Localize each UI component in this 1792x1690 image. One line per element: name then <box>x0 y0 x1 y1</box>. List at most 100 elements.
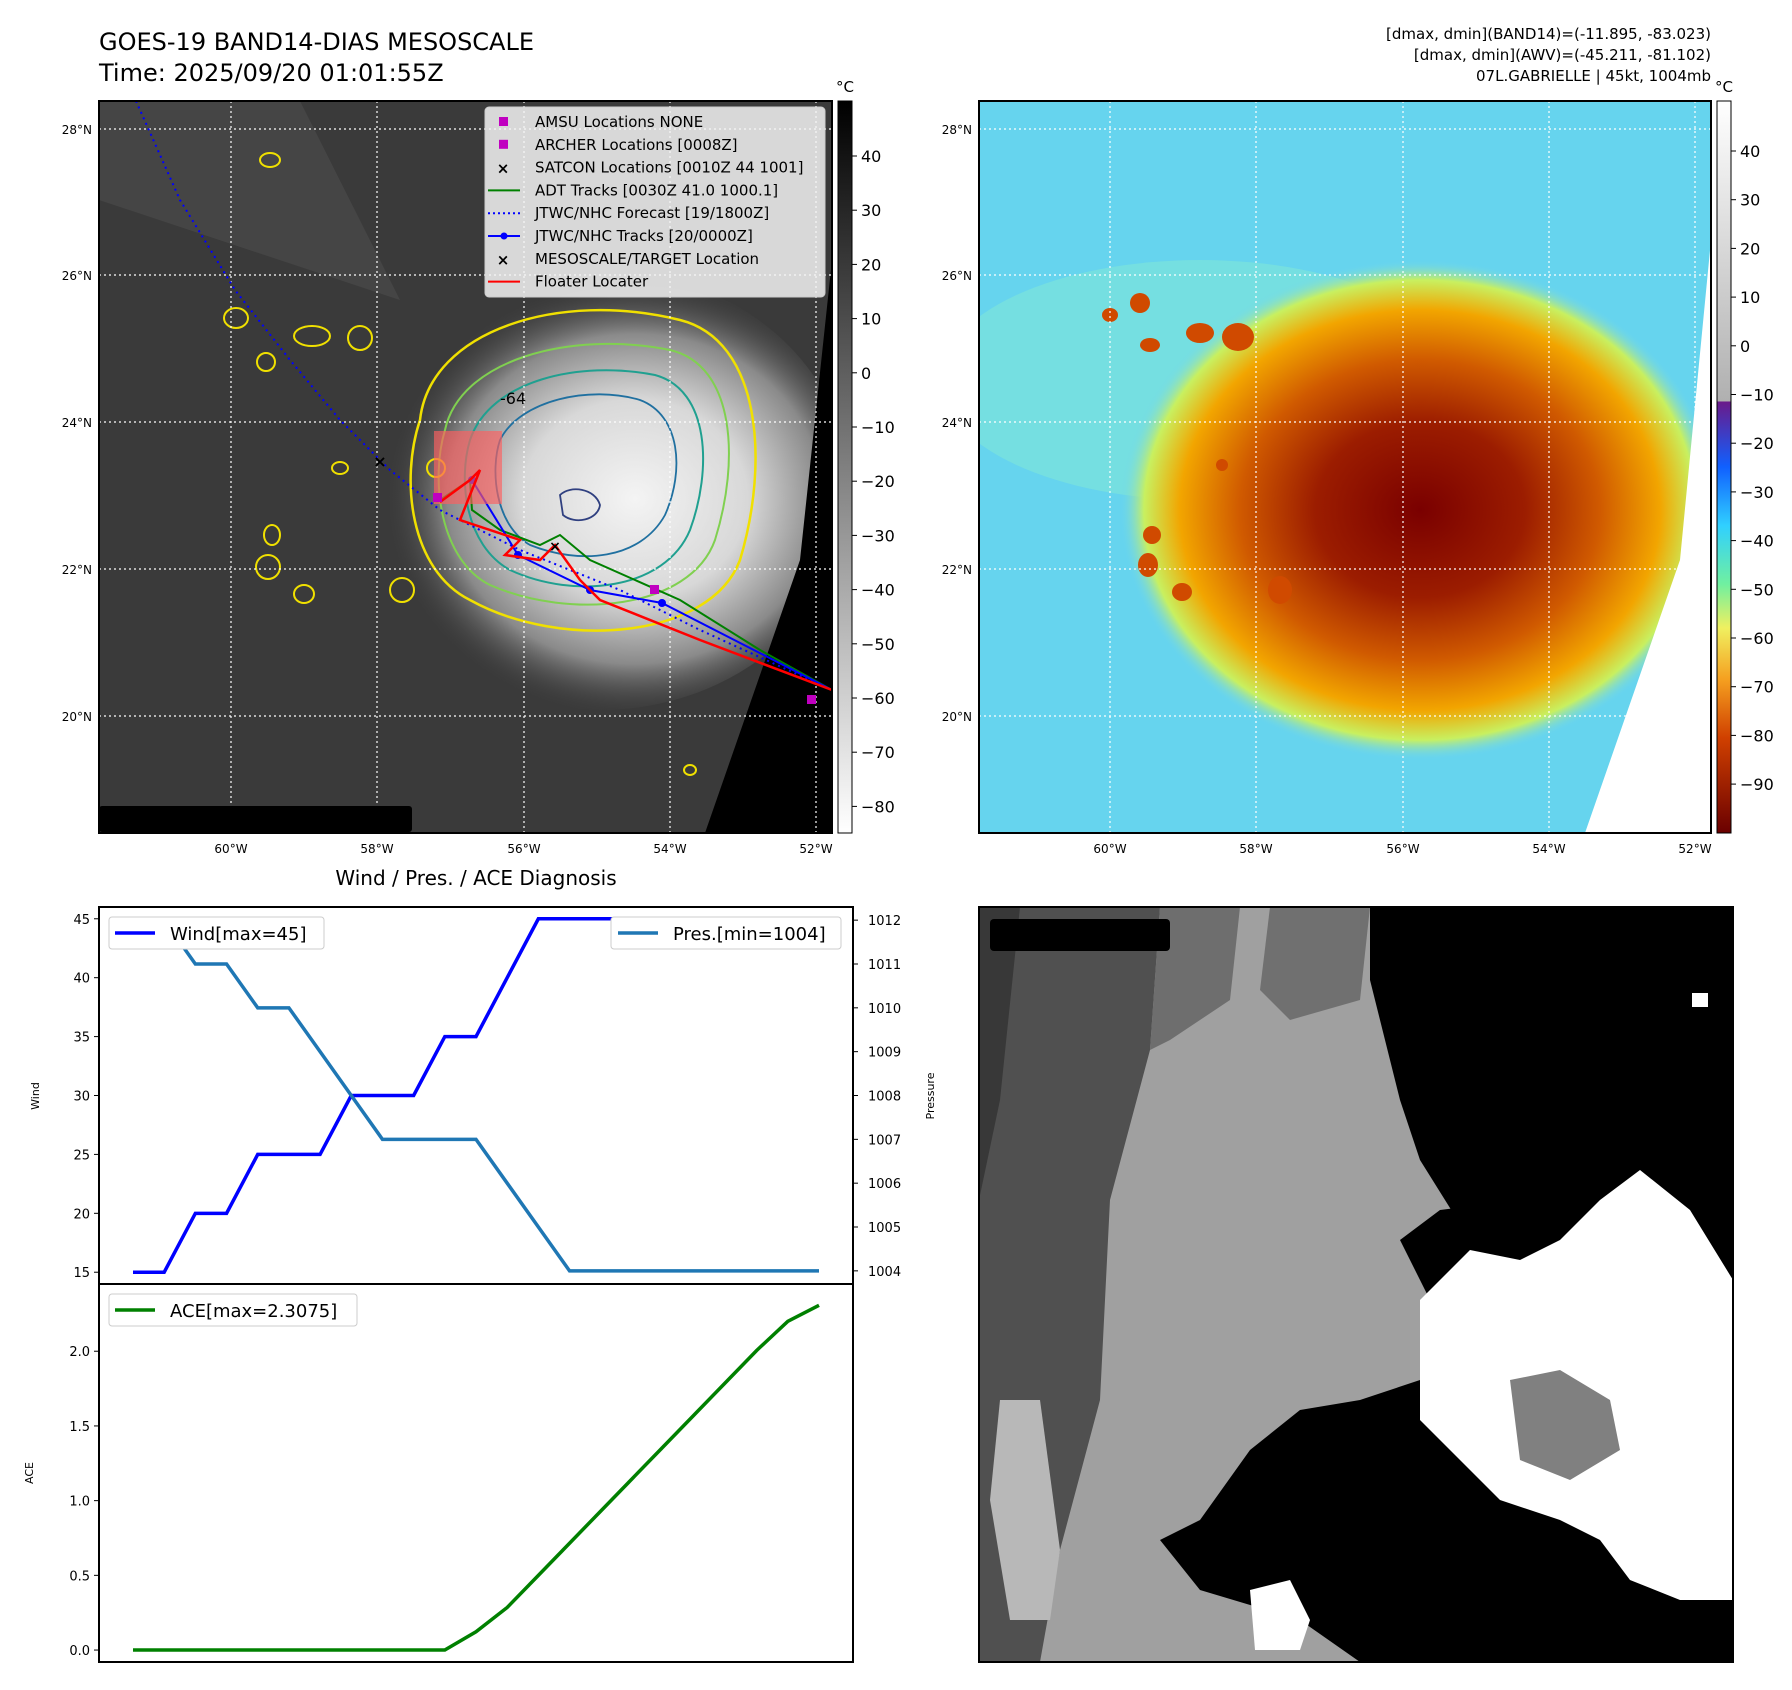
colorbar-color-tick-label: −10 <box>1740 386 1774 405</box>
map1-lon-label: 56°W <box>507 842 540 856</box>
colorbar-gray-tick-label: 20 <box>861 255 881 274</box>
contour-green <box>437 343 730 606</box>
legend-item: × SATCON Locations [0010Z 44 1001] <box>497 159 804 178</box>
map2-lon-label: 54°W <box>1532 842 1565 856</box>
map1-frame <box>98 100 833 834</box>
wmg-frame <box>978 906 1734 1663</box>
pressure-legend-box <box>610 916 842 950</box>
colorbar-color-tick-label: −70 <box>1740 678 1774 697</box>
wmg-count-box <box>990 919 1170 951</box>
pressure-ytick-label: 1004 <box>868 1265 901 1280</box>
band14-minmax: [dmax, dmin](BAND14)=(-11.895, -83.023) <box>1386 25 1711 43</box>
pressure-ytick-label: 1006 <box>868 1177 901 1192</box>
ace-legend-box <box>108 1293 358 1327</box>
map2-lon-label: 58°W <box>1239 842 1272 856</box>
wind-ytick-label: 35 <box>73 1031 90 1046</box>
map2-lat-label: 26°N <box>942 269 972 283</box>
pressure-legend-label: Pres.[min=1004] <box>673 924 826 945</box>
pressure-ytick-label: 1008 <box>868 1090 901 1105</box>
legend-label: JTWC/NHC Forecast [19/1800Z] <box>534 204 769 222</box>
chart-marks: 45 40 35 30 25 20 15 1012 1011 1010 1009 1008 1007 10… <box>69 913 901 1659</box>
small-cells <box>223 152 697 776</box>
legend-item: JTWC/NHC Tracks [20/0000Z] <box>488 227 753 245</box>
colorbar-gray-tick-label: −80 <box>861 797 895 816</box>
map2-lat-label: 22°N <box>942 563 972 577</box>
colorbar-gray-tick-label: −30 <box>861 526 895 545</box>
colorbar-gray-tick-label: 10 <box>861 310 881 329</box>
wind-axis-label: Wind <box>29 1082 42 1110</box>
wind-legend-label: Wind[max=45] <box>170 924 307 945</box>
ace-series-line <box>133 1303 820 1652</box>
diagnosis-title: Wind / Pres. / ACE Diagnosis <box>335 866 616 890</box>
colorbar-gray-tick-label: −70 <box>861 743 895 762</box>
colorbar-color-tick-label: −50 <box>1740 580 1774 599</box>
wmg-mid-gray <box>1150 907 1240 1050</box>
map1-lat-label: 26°N <box>62 269 92 283</box>
legend-label: ADT Tracks [0030Z 41.0 1000.1] <box>535 181 778 199</box>
pressure-ytick-label: 1009 <box>868 1046 901 1061</box>
legend-square-marker <box>499 117 508 126</box>
ace-ytick-label: 0.5 <box>69 1569 90 1584</box>
legend-x-marker: × <box>497 251 510 269</box>
pressure-ytick-label: 1010 <box>868 1002 901 1017</box>
archer-marker <box>433 493 442 502</box>
colorbar-color-tick-label: −60 <box>1740 629 1774 648</box>
ace-ytick-label: 0.0 <box>69 1644 90 1659</box>
legend-x-marker: × <box>497 160 510 178</box>
pressure-axis-label: Pressure <box>924 1072 937 1119</box>
colorbar-gray-tick-label: 0 <box>861 364 871 383</box>
no-data-region-2 <box>1585 240 1711 833</box>
colorbar-color-tick-label: 10 <box>1740 288 1760 307</box>
copyright-box <box>99 806 412 832</box>
wind-ytick-label: 20 <box>73 1207 90 1222</box>
pressure-series-line <box>133 918 819 1273</box>
archer-marker <box>650 585 659 594</box>
contour-blue <box>494 393 678 558</box>
map1-lon-label: 54°W <box>653 842 686 856</box>
legend-label: SATCON Locations [0010Z 44 1001] <box>535 159 803 177</box>
legend-item: × MESOSCALE/TARGET Location <box>497 250 759 269</box>
map2-lat-label: 28°N <box>942 123 972 137</box>
wind-ytick-label: 30 <box>73 1090 90 1105</box>
map2-lat-label: 24°N <box>942 416 972 430</box>
wmg-gray-island <box>1510 1370 1620 1480</box>
wind-ytick-label: 40 <box>73 972 90 987</box>
map1-lat-label: 20°N <box>62 710 92 724</box>
legend-dot-marker <box>500 232 508 240</box>
colorbar-gray-tick-label: −50 <box>861 635 895 654</box>
legend-label: MESOSCALE/TARGET Location <box>535 250 759 268</box>
wmg-count-label: WMG Count: 0 <box>997 924 1158 948</box>
storm-info: 07L.GABRIELLE | 45kt, 1004mb <box>1476 67 1711 85</box>
map-axis-labels: 28°N 28°N 26°N 26°N 24°N 24°N 22°N 22°N 20°N 20°N… <box>62 123 1712 856</box>
colorbar-gray-tick-label: −40 <box>861 581 895 600</box>
legend-label: JTWC/NHC Tracks [20/0000Z] <box>534 227 753 245</box>
legend-box <box>484 106 826 298</box>
map1-lon-label: 58°W <box>360 842 393 856</box>
legend-item: ARCHER Locations [0008Z] <box>499 136 738 154</box>
colorbar-gray-tick-label: −10 <box>861 418 895 437</box>
wind-ytick-label: 15 <box>73 1266 90 1281</box>
ir-color-map <box>979 101 1711 833</box>
ace-axis-label: ACE <box>23 1462 36 1484</box>
colorbar-color-tick-label: 30 <box>1740 191 1760 210</box>
colorbar-gray-ticks: 40 30 20 10 0 −10 −20 −30 −40 −50 −60 −70 −80 <box>852 147 895 816</box>
colorbar-color-tick-label: −90 <box>1740 775 1774 794</box>
colorbar-color-tick-label: −40 <box>1740 532 1774 551</box>
archer-marker <box>807 695 816 704</box>
colorbar-color-tick-label: 0 <box>1740 337 1750 356</box>
map2-lat-label: 20°N <box>942 710 972 724</box>
colorbar-color <box>1716 100 1732 834</box>
no-data-region <box>705 260 832 833</box>
colorbar-color-tick-label: 40 <box>1740 142 1760 161</box>
wmg-panel <box>979 907 1733 1662</box>
ace-ytick-label: 1.0 <box>69 1495 90 1510</box>
legend-square-marker <box>499 139 508 149</box>
legend-label: ARCHER Locations [0008Z] <box>535 136 738 154</box>
map2-lon-label: 52°W <box>1678 842 1711 856</box>
pressure-ytick-label: 1012 <box>868 914 901 929</box>
cloud-streak <box>99 101 400 300</box>
satcon-marker: × <box>549 539 561 555</box>
legend-item: JTWC/NHC Forecast [19/1800Z] <box>488 204 769 222</box>
